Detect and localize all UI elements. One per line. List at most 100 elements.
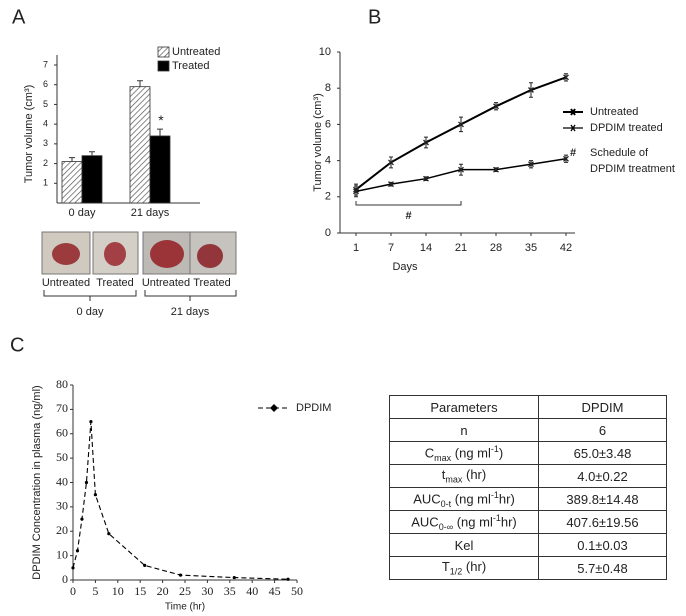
table-row: tmax (hr) 4.0±0.22 bbox=[389, 464, 667, 488]
schedule-bracket bbox=[355, 201, 462, 206]
header-cell: DPDIM bbox=[538, 395, 667, 419]
parameter-text: -1 bbox=[490, 489, 499, 500]
y-tick-label: 10 bbox=[319, 46, 331, 58]
x-tick-label: 0 bbox=[70, 584, 76, 598]
parameter-cell: Cmax (ng ml-1) bbox=[389, 441, 539, 465]
x-tick-label: 1 bbox=[353, 242, 359, 254]
y-tick-label: 40 bbox=[56, 474, 68, 488]
y-tick-label: 4 bbox=[325, 155, 331, 167]
parameter-text: 1/2 bbox=[449, 566, 463, 577]
parameter-text: max bbox=[434, 452, 452, 463]
value-cell: 6 bbox=[538, 418, 667, 442]
legend-label: DPDIM treated bbox=[590, 122, 663, 134]
table-row: AUC0-∞ (ng ml-1hr) 407.6±19.56 bbox=[389, 510, 667, 534]
photo-label: Untreated bbox=[42, 277, 90, 289]
parameter-text: ) bbox=[498, 444, 504, 460]
x-tick-label: 21 bbox=[455, 242, 467, 254]
y-tick-label: 30 bbox=[56, 499, 68, 513]
y-tick-label: 60 bbox=[56, 426, 68, 440]
x-tick-label: 15 bbox=[134, 584, 146, 598]
y-axis-label: Tumor volume (cm³) bbox=[312, 93, 324, 192]
value-cell: 65.0±3.48 bbox=[538, 441, 667, 465]
y-tick-label: 20 bbox=[56, 523, 68, 537]
error-bar bbox=[157, 128, 163, 136]
point bbox=[388, 159, 394, 166]
parameter-text: (hr) bbox=[462, 559, 487, 575]
parameter-text: (ng ml bbox=[451, 490, 491, 506]
x-axis-label: Time (hr) bbox=[165, 602, 205, 613]
parameter-text: max bbox=[445, 474, 463, 485]
y-tick-label: 0 bbox=[325, 227, 331, 239]
parameter-text: T bbox=[441, 559, 450, 575]
point bbox=[75, 549, 80, 553]
point bbox=[388, 181, 394, 188]
legend-label: DPDIM bbox=[296, 402, 331, 414]
x-tick-label: 35 bbox=[224, 584, 236, 598]
series-line bbox=[72, 421, 289, 580]
legend-label: Treated bbox=[172, 60, 210, 72]
parameter-text: Kel bbox=[454, 537, 474, 553]
y-tick-label: 1 bbox=[43, 178, 48, 188]
panel-label: C bbox=[10, 334, 24, 356]
point bbox=[563, 74, 569, 81]
bar bbox=[61, 161, 83, 204]
y-tick-label: 6 bbox=[43, 79, 48, 89]
parameter-text: (ng ml bbox=[453, 513, 493, 529]
y-tick-label: 5 bbox=[43, 99, 48, 109]
point bbox=[286, 577, 290, 581]
x-tick-label: 21 days bbox=[131, 207, 170, 219]
y-tick-label: 8 bbox=[325, 82, 331, 94]
parameter-text: -1 bbox=[490, 443, 499, 454]
point bbox=[84, 480, 89, 485]
photo-label: Treated bbox=[96, 277, 134, 289]
y-tick-label: 3 bbox=[43, 138, 48, 148]
y-tick-label: 6 bbox=[325, 118, 331, 130]
parameter-text: 0-t bbox=[440, 498, 452, 509]
error-bar bbox=[137, 80, 143, 87]
y-tick-label: 2 bbox=[325, 191, 331, 203]
point bbox=[458, 121, 464, 128]
point bbox=[93, 493, 97, 497]
photo-label: Treated bbox=[193, 277, 231, 289]
point bbox=[493, 166, 499, 173]
value-cell: 389.8±14.48 bbox=[538, 487, 667, 511]
y-tick-label: 2 bbox=[43, 158, 48, 168]
x-tick-label: 20 bbox=[157, 584, 169, 598]
photo-label: Untreated bbox=[142, 277, 190, 289]
y-tick-label: 10 bbox=[56, 547, 68, 561]
legend-swatch bbox=[157, 60, 170, 72]
x-axis-label: Days bbox=[392, 261, 418, 273]
parameter-cell: tmax (hr) bbox=[389, 464, 539, 488]
point bbox=[143, 563, 147, 567]
point bbox=[423, 175, 429, 182]
error-bar bbox=[69, 157, 75, 162]
parameter-cell: n bbox=[389, 418, 539, 442]
legend-marker bbox=[270, 404, 278, 412]
parameter-cell: Kel bbox=[389, 533, 539, 557]
value-cell: 5.7±0.48 bbox=[538, 556, 667, 580]
parameter-text: (ng ml bbox=[451, 444, 491, 460]
legend-line bbox=[563, 108, 583, 116]
photo-group-label: 0 day bbox=[77, 306, 104, 318]
y-tick-label: 0 bbox=[62, 572, 68, 586]
y-tick-label: 70 bbox=[56, 401, 68, 415]
parameter-table: Parameters DPDIM n 6 Cmax (ng ml-1) 65.0±3.48… bbox=[389, 395, 667, 580]
header-cell: Parameters bbox=[389, 395, 539, 419]
point bbox=[178, 573, 183, 577]
parameter-text: (hr) bbox=[462, 467, 487, 483]
value-cell: 0.1±0.03 bbox=[538, 533, 667, 557]
parameter-text: C bbox=[424, 444, 435, 460]
y-tick-label: 7 bbox=[43, 59, 48, 69]
significance-mark: * bbox=[158, 112, 164, 128]
panel-label: B bbox=[368, 6, 381, 28]
annotation-text: Schedule of bbox=[590, 147, 649, 159]
bar bbox=[129, 86, 151, 204]
x-tick-label: 42 bbox=[560, 242, 572, 254]
point bbox=[528, 161, 534, 168]
y-tick-label: 4 bbox=[43, 119, 48, 129]
photo-group-label: 21 days bbox=[171, 306, 210, 318]
point bbox=[107, 532, 111, 536]
point bbox=[493, 103, 499, 110]
